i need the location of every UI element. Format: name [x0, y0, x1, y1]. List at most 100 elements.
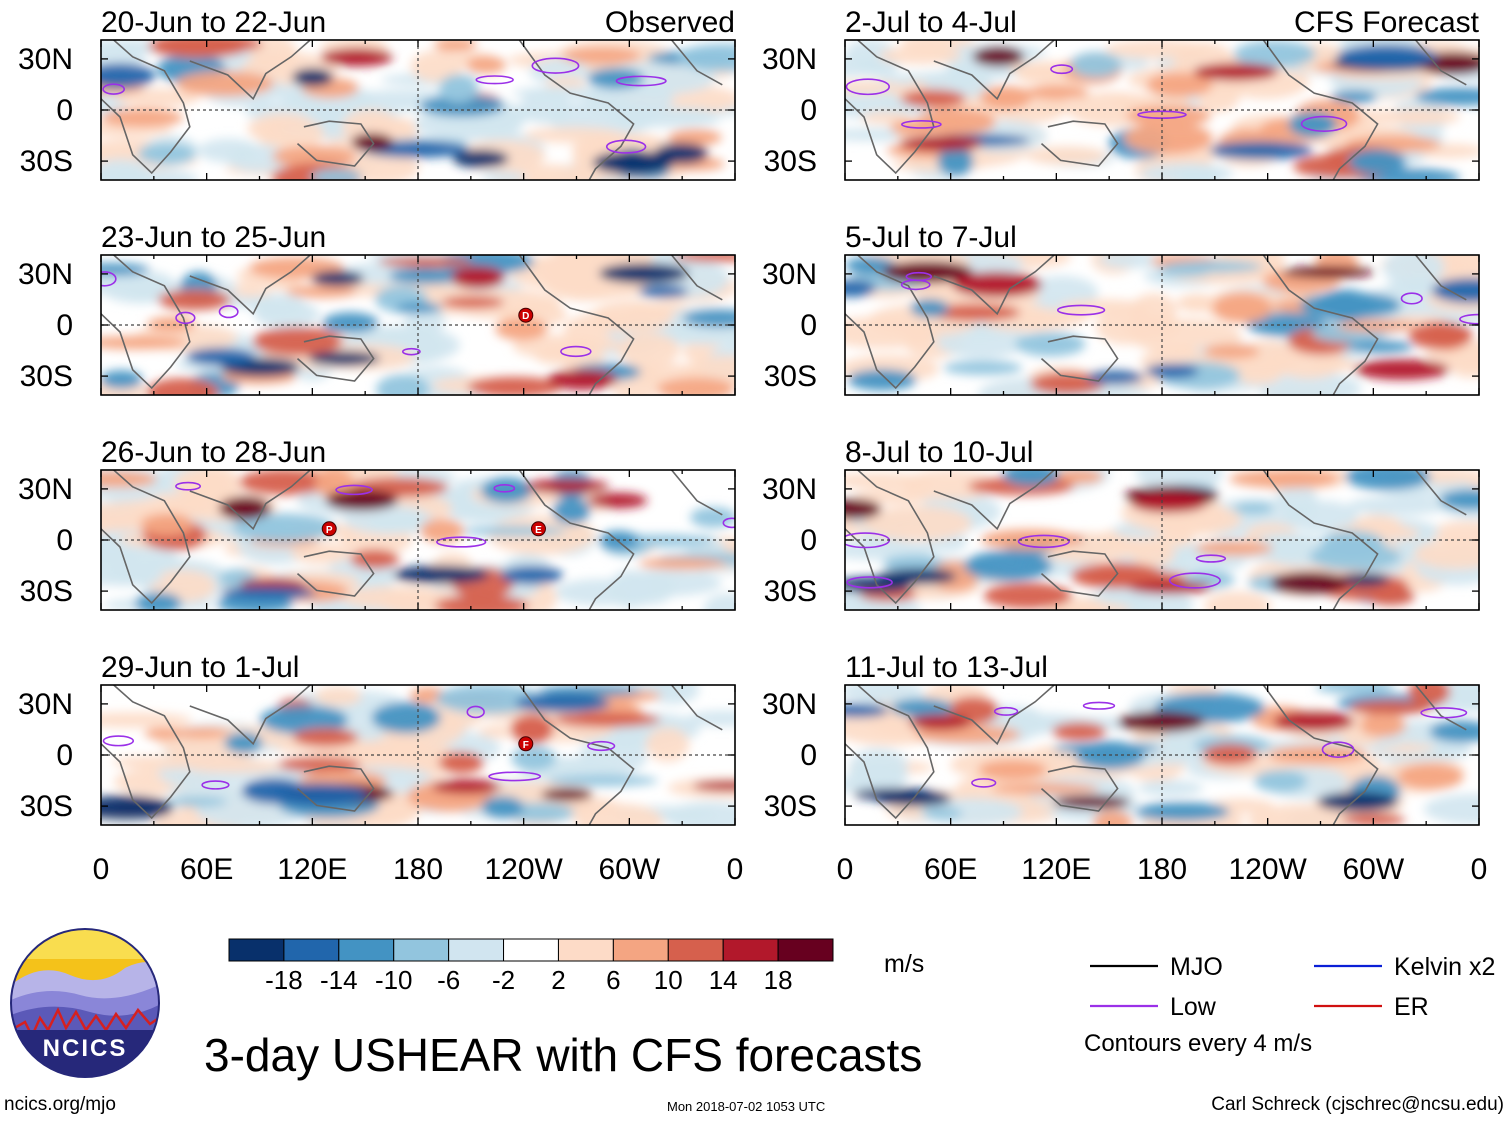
y-tick-label: 30S: [20, 575, 73, 608]
coastlines: [101, 255, 723, 395]
shear-blob: [901, 470, 998, 500]
coastline: [933, 255, 1055, 316]
shear-blob: [1423, 793, 1479, 825]
storm-label: F: [523, 740, 529, 751]
timestamp: Mon 2018-07-02 1053 UTC: [667, 1099, 826, 1114]
shear-blob: [980, 529, 1077, 550]
coastline: [1040, 550, 1119, 597]
shear-blob: [1126, 105, 1212, 127]
y-tick-label: 30S: [20, 145, 73, 178]
storm-label: D: [522, 311, 529, 322]
x-tick-label: 0: [727, 853, 744, 886]
shear-blob: [878, 46, 962, 65]
x-tick-label: 120E: [277, 853, 347, 886]
shear-blob: [1383, 255, 1445, 287]
coastlines: [845, 40, 1467, 180]
low-contour: [466, 705, 485, 719]
site-link[interactable]: ncics.org/mjo: [4, 1094, 116, 1115]
units-label: m/s: [884, 950, 925, 978]
shear-blob: [1270, 571, 1348, 595]
y-tick-label: 30N: [762, 688, 817, 721]
shear-blob: [860, 111, 912, 125]
shear-blob: [375, 374, 430, 395]
shear-blob: [166, 796, 227, 807]
coastline: [1040, 120, 1119, 167]
low-contour: [900, 120, 942, 129]
colorbar: -18 -14 -10 -6 -2 2 6 10 14 18: [228, 938, 834, 995]
shear-blob: [1145, 363, 1199, 379]
storm-icon: [321, 521, 337, 537]
shear-blob: [435, 685, 543, 714]
shear-blob: [576, 803, 664, 825]
x-tick-label: 120W: [484, 853, 563, 886]
low-contour: [1300, 115, 1348, 132]
shear-blob: [1128, 581, 1213, 595]
shear-blob: [101, 370, 143, 389]
shear-blob: [1431, 278, 1479, 304]
shear-blob: [943, 360, 1023, 376]
shear-field: [845, 470, 1479, 610]
shear-blob: [1204, 591, 1272, 610]
observed-panel-3: 30N 0 30S 29-Jun to 1-Jul F: [18, 651, 736, 826]
colorbar-swatch: [503, 938, 559, 962]
shear-blob: [1123, 122, 1213, 155]
storm-label: E: [535, 525, 542, 536]
low-contour: [1017, 534, 1070, 549]
shear-blob: [524, 127, 624, 144]
shear-blob: [101, 263, 150, 276]
shear-blob: [592, 150, 674, 175]
shear-blob: [419, 95, 505, 117]
shear-blob: [1051, 722, 1107, 741]
observed-panel-2: 30N 0 30S 26-Jun to 28-Jun P E: [18, 436, 736, 611]
shear-blob: [682, 309, 735, 328]
x-tick-label: 60E: [180, 853, 233, 886]
low-contour: [402, 347, 421, 356]
shear-blob: [395, 302, 443, 314]
shear-blob: [852, 489, 932, 505]
coastlines: [845, 685, 1467, 825]
shear-blob: [137, 143, 196, 165]
low-contour: [605, 139, 647, 154]
shear-blob: [218, 496, 271, 520]
y-tick-label: 0: [56, 739, 73, 772]
shear-blob: [480, 477, 533, 504]
shear-blob: [101, 63, 156, 89]
coastline: [845, 255, 935, 390]
low-contour: [1082, 701, 1116, 710]
shear-blob: [1194, 540, 1273, 556]
coastline: [296, 765, 375, 812]
ncics-logo: NCICS: [10, 928, 160, 1078]
coastline: [845, 40, 935, 175]
low-contours: [971, 701, 1468, 788]
shear-blob: [638, 284, 689, 298]
shear-blob: [308, 351, 380, 366]
shear-blob: [252, 326, 343, 356]
shear-blob: [1203, 343, 1260, 359]
credit-text: Carl Schreck (cjschrec@ncsu.edu): [1211, 1094, 1504, 1115]
coastline: [1262, 40, 1379, 180]
colorbar-swatch: [557, 938, 614, 962]
low-contours: [102, 57, 667, 154]
colorbar-swatch: [722, 938, 779, 962]
shear-blob: [433, 40, 477, 52]
shear-blob: [525, 478, 609, 494]
x-tick-label: 0: [93, 853, 110, 886]
shear-blob: [1253, 770, 1308, 793]
shear-blob: [292, 727, 359, 747]
shear-blob: [1347, 495, 1451, 516]
panel-period-title: 20-Jun to 22-Jun: [101, 6, 326, 39]
low-contour: [218, 305, 239, 319]
coastline: [518, 40, 635, 180]
shear-blob: [1110, 94, 1192, 109]
coastlines: [101, 470, 723, 610]
shear-blob: [1135, 802, 1230, 822]
shear-blob: [1431, 520, 1479, 546]
low-contour: [846, 576, 893, 589]
shear-field: [101, 40, 735, 180]
coastline: [670, 40, 723, 86]
shear-blob: [1397, 763, 1464, 790]
shear-field: [101, 685, 735, 825]
shear-blobs: [845, 685, 1479, 825]
coastline: [1262, 470, 1379, 610]
shear-blob: [101, 335, 187, 350]
